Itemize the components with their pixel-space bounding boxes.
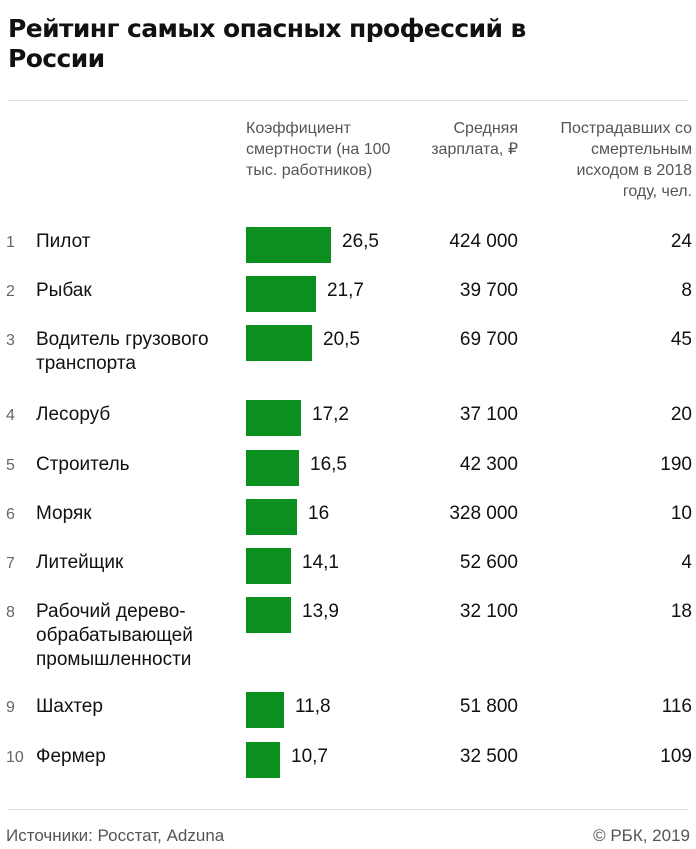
victims-value: 4 [681,552,692,573]
victims-value: 116 [661,696,692,717]
coefficient-bar [246,400,301,436]
salary-value: 52 600 [459,552,518,573]
salary-value: 328 000 [449,503,518,524]
victims-value: 24 [670,231,692,252]
row-profession: Литейщик [36,552,124,573]
row-profession: Моряк [36,503,92,524]
row-rank: 2 [6,283,15,300]
victims-value: 18 [670,601,692,622]
coefficient-label: 16 [308,503,330,524]
row-profession: Шахтер [36,696,103,717]
coefficient-bar [246,742,280,778]
top-divider [8,100,688,101]
row-rank: 3 [6,332,15,349]
coefficient-bar [246,325,312,361]
coefficient-bar [246,276,316,312]
coefficient-bar [246,548,291,584]
coefficient-label: 17,2 [312,404,349,425]
row-rank: 5 [6,457,15,474]
header-coefficient: Коэффициент смертности (на 100 тыс. рабо… [246,120,391,179]
victims-value: 8 [681,280,692,301]
victims-value: 45 [670,329,692,350]
salary-value: 424 000 [449,231,518,252]
victims-value: 190 [660,454,692,475]
row-profession: Лесоруб [36,404,111,425]
row-rank: 9 [6,699,15,716]
coefficient-bar [246,450,299,486]
row-profession: Водитель грузового транспорта [36,329,209,374]
coefficient-label: 11,8 [295,696,331,717]
row-profession: Фермер [36,746,106,767]
sources-note: Источники: Росстат, Adzuna [6,826,225,845]
coefficient-label: 10,7 [291,746,328,767]
row-rank: 1 [6,234,15,251]
copyright-note: © РБК, 2019 [593,826,690,845]
coefficient-label: 14,1 [302,552,339,573]
coefficient-label: 20,5 [323,329,360,350]
row-profession: Рабочий дерево­обрабатывающей промышленн… [36,601,193,670]
row-rank: 6 [6,506,15,523]
header-salary: Средняя зарплата, ₽ [431,120,518,158]
row-profession: Пилот [36,231,91,252]
salary-value: 69 700 [459,329,518,350]
victims-value: 109 [660,746,692,767]
row-rank: 10 [6,749,24,766]
coefficient-label: 26,5 [342,231,379,252]
salary-value: 39 700 [459,280,518,301]
bottom-divider [8,809,688,810]
coefficient-label: 13,9 [302,601,339,622]
salary-value: 32 100 [459,601,518,622]
victims-value: 20 [670,404,692,425]
row-rank: 4 [6,407,15,424]
salary-value: 32 500 [459,746,518,767]
coefficient-label: 16,5 [310,454,347,475]
victims-value: 10 [670,503,692,524]
coefficient-bar [246,597,291,633]
row-profession: Рыбак [36,280,92,301]
coefficient-bar [246,499,297,535]
row-rank: 7 [6,555,15,572]
coefficient-bar [246,692,284,728]
coefficient-bar [246,227,331,263]
page-title: Рейтинг самых опасных профессий в России [8,14,526,73]
salary-value: 51 800 [459,696,518,717]
row-rank: 8 [6,604,15,621]
salary-value: 42 300 [459,454,518,475]
row-profession: Строитель [36,454,130,475]
header-victims: Пострадавших со смертель­ным исходом в 2… [560,120,692,200]
salary-value: 37 100 [459,404,518,425]
coefficient-label: 21,7 [327,280,364,301]
